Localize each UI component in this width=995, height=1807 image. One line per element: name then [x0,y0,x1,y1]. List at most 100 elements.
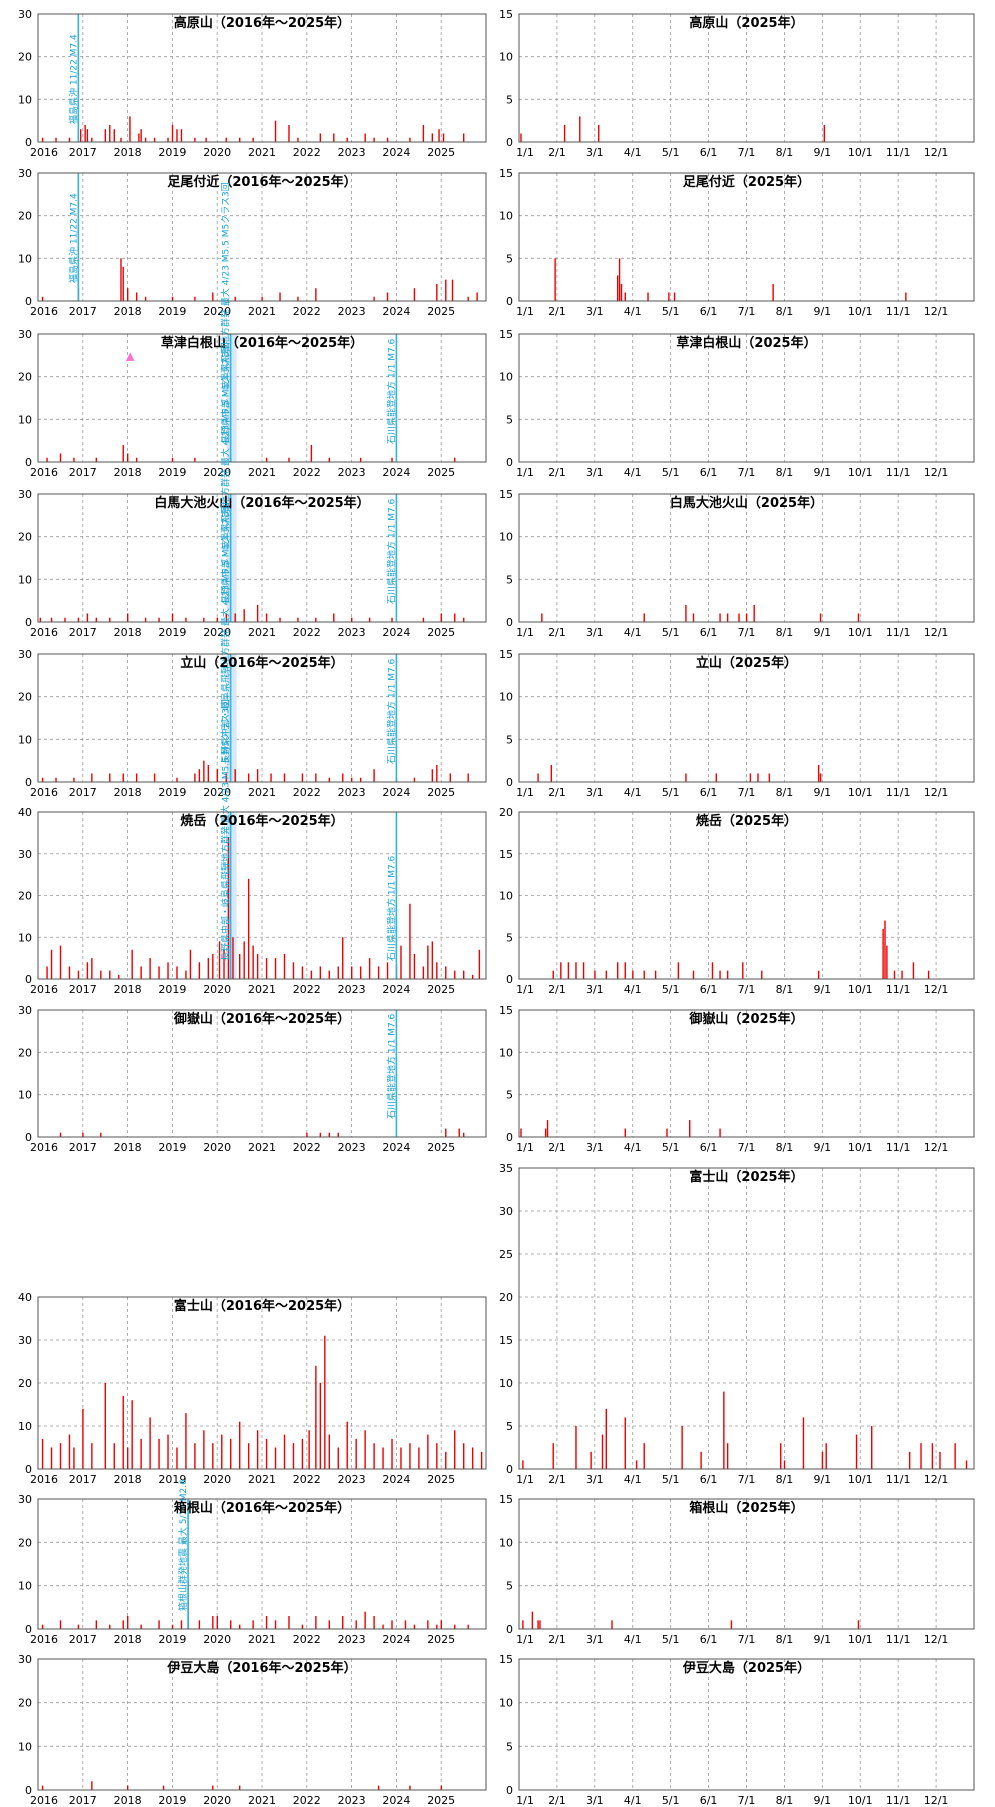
chart-bar [373,769,375,782]
y-tick-label: 30 [18,328,32,341]
x-tick-label: 2021 [248,1141,276,1154]
chart-bar [449,773,451,782]
y-tick-label: 0 [506,136,513,149]
chart-bar [802,1417,805,1469]
plot-area [519,173,974,301]
chart-bar [194,773,196,782]
chart-bar [467,773,469,782]
chart-bar [227,837,230,979]
x-tick-label: 2022 [293,786,321,799]
swarm-shade [226,654,237,782]
x-tick-label: 9/1 [813,1473,831,1486]
plot-frame [518,653,975,783]
x-tick-label: 11/1 [886,146,911,159]
chart-bar [471,1447,474,1469]
x-tick-label: 1/1 [516,1141,534,1154]
chart-bar [171,457,174,462]
y-tick-label: 30 [18,1004,32,1017]
x-tick-label: 2025 [427,146,455,159]
chart-bar [68,1434,71,1469]
chart-bar [131,949,133,979]
chart-bar [225,773,227,782]
x-tick-label: 2024 [382,983,410,996]
chart-bar [59,945,62,979]
chart-bar [342,773,344,782]
y-tick-label: 5 [506,1089,513,1102]
chart-bar [279,292,281,301]
chart-bar [140,966,142,979]
plot-area [519,1010,974,1137]
x-tick-label: 2020 [203,1473,231,1486]
x-tick-label: 2025 [427,1794,455,1807]
x-tick-label: 2020 [203,305,231,318]
x-tick-label: 2017 [69,983,97,996]
chart-bar [552,1443,554,1469]
x-tick-label: 2016 [30,786,58,799]
chart-bar [315,1616,317,1629]
x-tick-label: 2/1 [548,1473,566,1486]
chart-bar [726,613,729,622]
x-tick-label: 8/1 [776,1794,794,1807]
chart-bar [560,962,562,979]
chart-bar [82,1132,84,1137]
y-tick-label: 0 [506,973,513,986]
x-tick-label: 2017 [69,305,97,318]
chart-bar [355,1438,357,1469]
x-tick-label: 5/1 [662,305,680,318]
chart-bar [234,613,236,622]
x-tick-label: 8/1 [776,626,794,639]
chart-bar [458,1128,460,1137]
x-tick-label: 2021 [248,1473,276,1486]
x-tick-label: 4/1 [624,1633,642,1646]
chart-title: 伊豆大島（2016年～2025年） [166,1660,356,1676]
chart-ashio-2025: 足尾付近（2025年） 0 5 10 15 1/1 2/1 3/1 4/1 5/1 6/1 7/1 8/… [499,167,975,318]
y-tick-label: 0 [506,1463,513,1476]
y-tick-label: 10 [18,1580,32,1593]
x-tick-label: 2025 [427,786,455,799]
chart-bar [359,966,362,979]
x-tick-label: 10/1 [848,305,873,318]
chart-bar [409,1785,411,1790]
plot-frame [37,1009,487,1138]
y-tick-label: 15 [499,648,513,661]
x-tick-label: 11/1 [886,983,911,996]
chart-bar [140,1438,142,1469]
y-tick-label: 5 [506,252,513,265]
x-tick-label: 11/1 [886,1141,911,1154]
x-tick-label: 1/1 [516,146,534,159]
chart-bar [920,1443,922,1469]
chart-bar [203,617,205,622]
chart-bar [225,137,227,142]
x-tick-label: 2018 [114,1473,142,1486]
chart-bar [757,773,759,782]
x-tick-label: 2023 [338,786,366,799]
y-tick-label: 20 [499,806,513,819]
x-tick-label: 2/1 [548,466,566,479]
x-tick-label: 9/1 [813,1794,831,1807]
chart-bar [355,1620,357,1629]
chart-bar [256,953,259,979]
chart-bar [288,1616,290,1629]
chart-bar [480,1451,483,1469]
x-tick-label: 2019 [158,466,186,479]
chart-bar [109,617,111,622]
chart-izuoshima-10y: 伊豆大島（2016年～2025年） 0 10 20 30 2016 2017 2018 2019… [18,1653,487,1807]
plot-frame [37,1658,487,1791]
chart-bar [297,296,299,301]
chart-bar [780,1443,782,1469]
x-tick-label: 7/1 [738,466,756,479]
y-tick-label: 0 [506,1784,513,1797]
x-tick-label: 2021 [248,786,276,799]
y-tick-label: 15 [499,1334,513,1347]
chart-bar [194,457,196,462]
chart-bar [171,613,174,622]
y-tick-label: 10 [499,1697,513,1710]
x-tick-label: 2017 [69,786,97,799]
chart-bar [467,296,469,301]
x-tick-label: 2018 [114,466,142,479]
chart-bar [167,1434,169,1469]
chart-bar [550,764,553,782]
chart-bar [216,617,218,622]
chart-bar [55,777,57,782]
chart-ontakesan-10y: 石川県能登地方 1/1 M7.6 御嶽山（2016年～2025年） 0 10 20 30 2… [18,1004,487,1154]
